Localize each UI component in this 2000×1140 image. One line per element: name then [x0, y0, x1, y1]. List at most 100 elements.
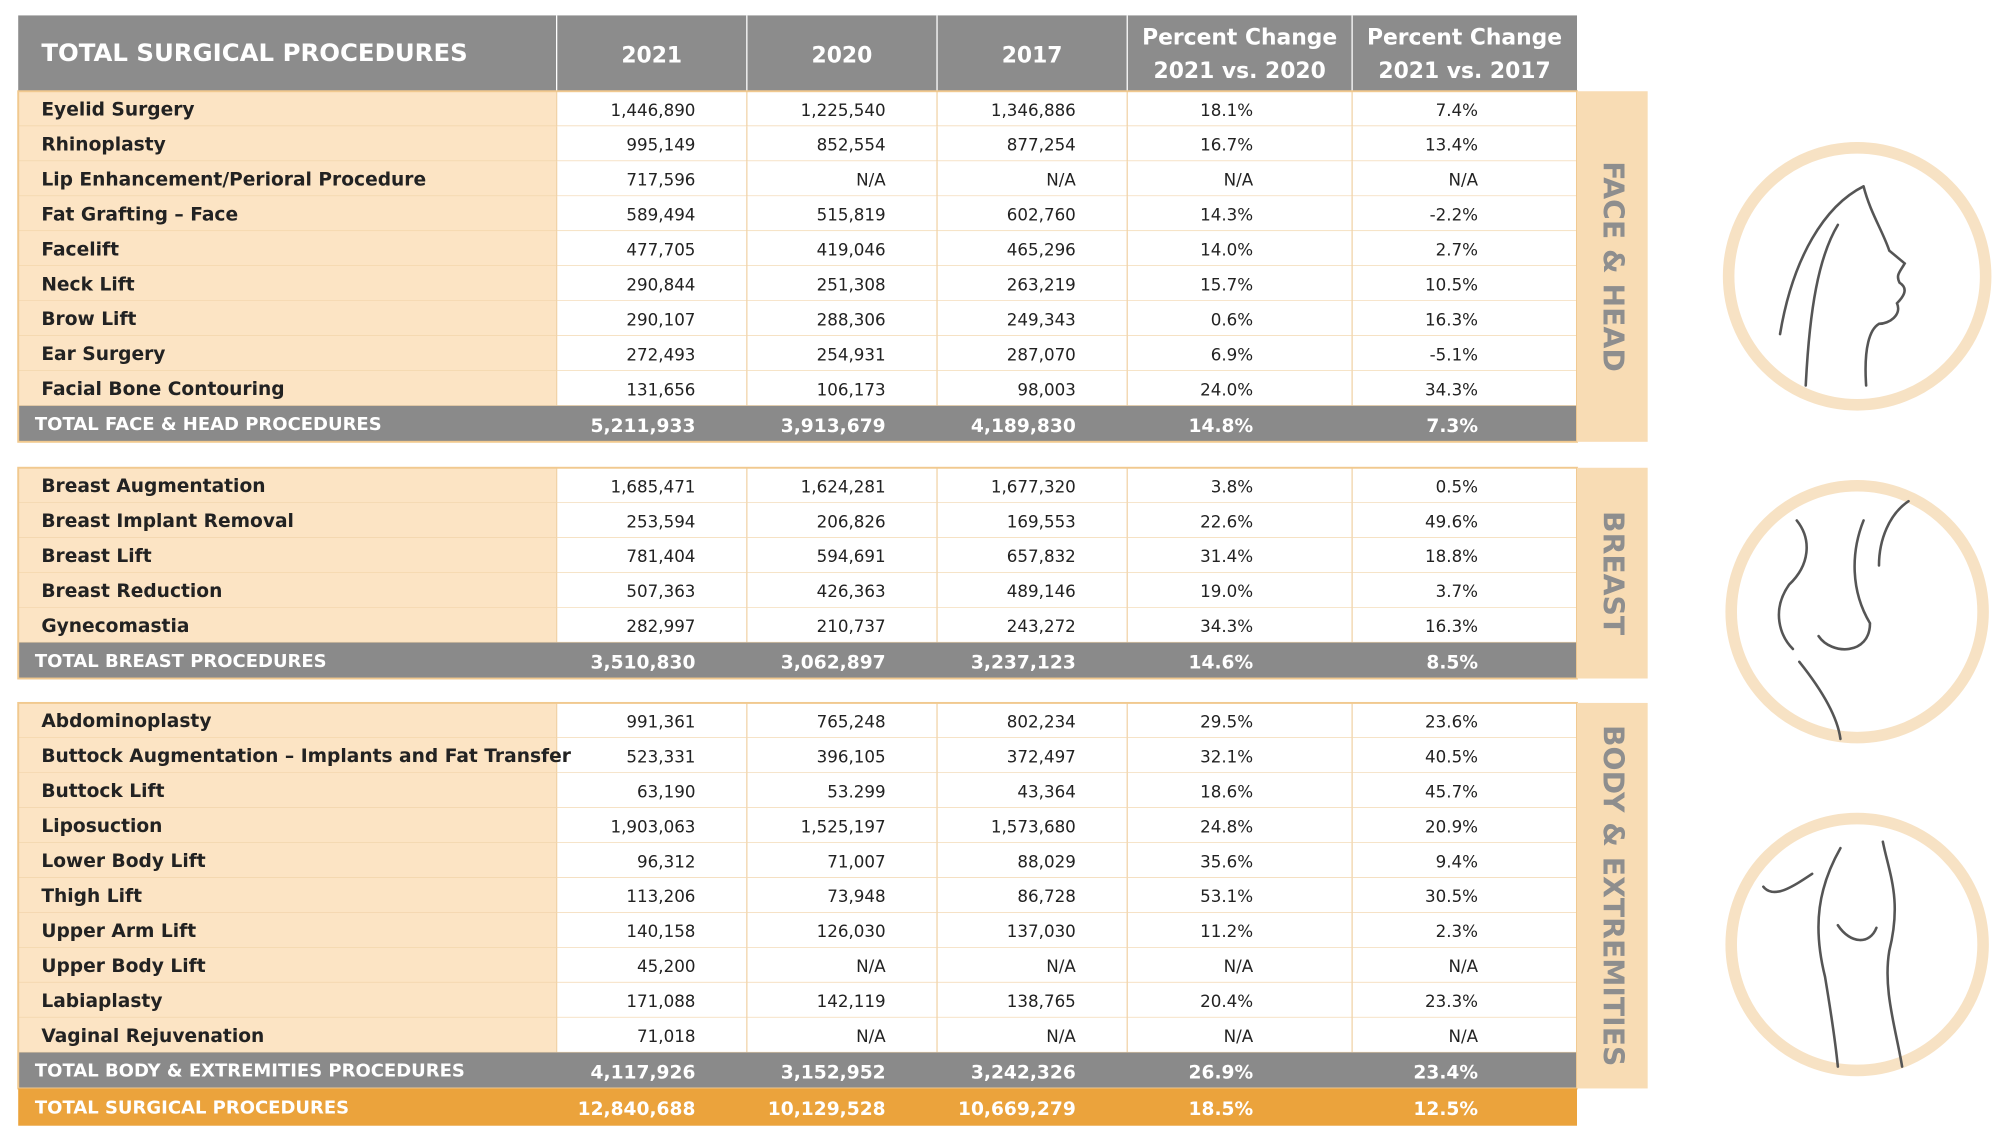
cell-value: 23.6% [1425, 711, 1478, 731]
procedure-name: Buttock Lift [41, 781, 164, 802]
procedure-name: Breast Implant Removal [41, 511, 294, 532]
cell-value: 717,596 [626, 170, 695, 190]
cell-value: 96,312 [637, 851, 695, 871]
cell-value: 86,728 [1017, 886, 1075, 906]
cell-value: 396,105 [817, 746, 886, 766]
cell-value: 489,146 [1007, 581, 1076, 601]
name-cell [18, 300, 557, 336]
procedure-name: Upper Arm Lift [41, 921, 196, 942]
cell-value: 781,404 [626, 546, 695, 566]
name-cell [18, 947, 557, 983]
cell-value: 602,760 [1007, 205, 1076, 225]
procedure-name: Lower Body Lift [41, 851, 205, 872]
cell-value: 1,903,063 [611, 816, 696, 836]
name-cell [18, 161, 557, 197]
total-value: 14.6% [1189, 653, 1254, 674]
name-cell [18, 877, 557, 913]
cell-value: 32.1% [1200, 746, 1253, 766]
procedure-name: Breast Augmentation [41, 476, 265, 497]
cell-value: 140,158 [626, 921, 695, 941]
cell-value: 171,088 [626, 991, 695, 1011]
cell-value: 477,705 [626, 240, 695, 260]
cell-value: 138,765 [1007, 991, 1076, 1011]
total-value: 4,189,830 [971, 416, 1076, 437]
data-cells [556, 607, 1577, 643]
procedure-name: Buttock Augmentation – Implants and Fat … [41, 746, 571, 767]
cell-value: N/A [1449, 956, 1479, 976]
cell-value: 71,018 [637, 1026, 695, 1046]
section-band [1576, 91, 1648, 442]
total-row-background [18, 1052, 1577, 1089]
name-cell [18, 842, 557, 878]
cell-value: 106,173 [817, 379, 886, 399]
name-cell [18, 807, 557, 843]
cell-value: 765,248 [817, 711, 886, 731]
column-header: Percent Change [1367, 26, 1562, 51]
cell-value: 9.4% [1436, 851, 1478, 871]
cell-value: 263,219 [1007, 275, 1076, 295]
total-row-background [18, 642, 1577, 679]
procedure-name: Facial Bone Contouring [41, 379, 284, 400]
cell-value: 589,494 [626, 205, 695, 225]
total-value: 23.4% [1413, 1063, 1478, 1084]
cell-value: 852,554 [817, 135, 886, 155]
cell-value: 34.3% [1200, 616, 1253, 636]
column-header: Percent Change [1142, 26, 1337, 51]
cell-value: 372,497 [1007, 746, 1076, 766]
column-header: 2021 vs. 2017 [1378, 59, 1550, 84]
column-header: 2021 [621, 44, 682, 69]
section-band [1576, 467, 1648, 679]
cell-value: N/A [1224, 956, 1254, 976]
column-header: 2017 [1002, 44, 1063, 69]
cell-value: 29.5% [1200, 711, 1253, 731]
name-cell [18, 266, 557, 301]
cell-value: N/A [856, 956, 886, 976]
total-label: TOTAL FACE & HEAD PROCEDURES [35, 414, 382, 435]
header-title: TOTAL SURGICAL PROCEDURES [41, 38, 467, 67]
section-label: BREAST [1597, 511, 1630, 636]
cell-value: 1,573,680 [991, 816, 1076, 836]
name-cell [18, 702, 557, 738]
cell-value: N/A [1046, 1026, 1076, 1046]
cell-value: 53.299 [827, 781, 885, 801]
cell-value: 877,254 [1007, 135, 1076, 155]
procedure-name: Fat Grafting – Face [41, 204, 238, 225]
procedure-name: Breast Lift [41, 546, 151, 567]
data-cells [556, 266, 1577, 301]
name-cell [18, 982, 557, 1018]
cell-value: N/A [1449, 170, 1479, 190]
cell-value: 282,997 [626, 616, 695, 636]
cell-value: 142,119 [817, 991, 886, 1011]
total-value: 3,237,123 [971, 653, 1076, 674]
cell-value: N/A [856, 1026, 886, 1046]
cell-value: 43,364 [1017, 781, 1075, 801]
cell-value: 73,948 [827, 886, 885, 906]
cell-value: 137,030 [1007, 921, 1076, 941]
procedure-name: Abdominoplasty [41, 711, 211, 732]
total-value: 7.3% [1426, 416, 1478, 437]
cell-value: 1,685,471 [611, 476, 696, 496]
cell-value: 22.6% [1200, 511, 1253, 531]
body-drawing [1762, 840, 1904, 1068]
total-value: 10,129,528 [768, 1099, 886, 1120]
name-cell [18, 607, 557, 643]
section-label: FACE & HEAD [1597, 161, 1630, 372]
data-cells [556, 772, 1577, 808]
cell-value: 802,234 [1007, 711, 1076, 731]
cell-value: 16.3% [1425, 616, 1478, 636]
cell-value: 7.4% [1436, 100, 1478, 120]
cell-value: 254,931 [817, 344, 886, 364]
cell-value: 14.0% [1200, 240, 1253, 260]
total-value: 4,117,926 [591, 1063, 696, 1084]
cell-value: -2.2% [1430, 205, 1478, 225]
data-cells [556, 982, 1577, 1018]
data-cells [556, 572, 1577, 608]
cell-value: 594,691 [817, 546, 886, 566]
total-label: TOTAL BREAST PROCEDURES [35, 651, 327, 672]
cell-value: N/A [1449, 1026, 1479, 1046]
cell-value: 18.6% [1200, 781, 1253, 801]
section-label: BODY & EXTREMITIES [1597, 725, 1630, 1066]
cell-value: 251,308 [817, 275, 886, 295]
cell-value: 20.9% [1425, 816, 1478, 836]
